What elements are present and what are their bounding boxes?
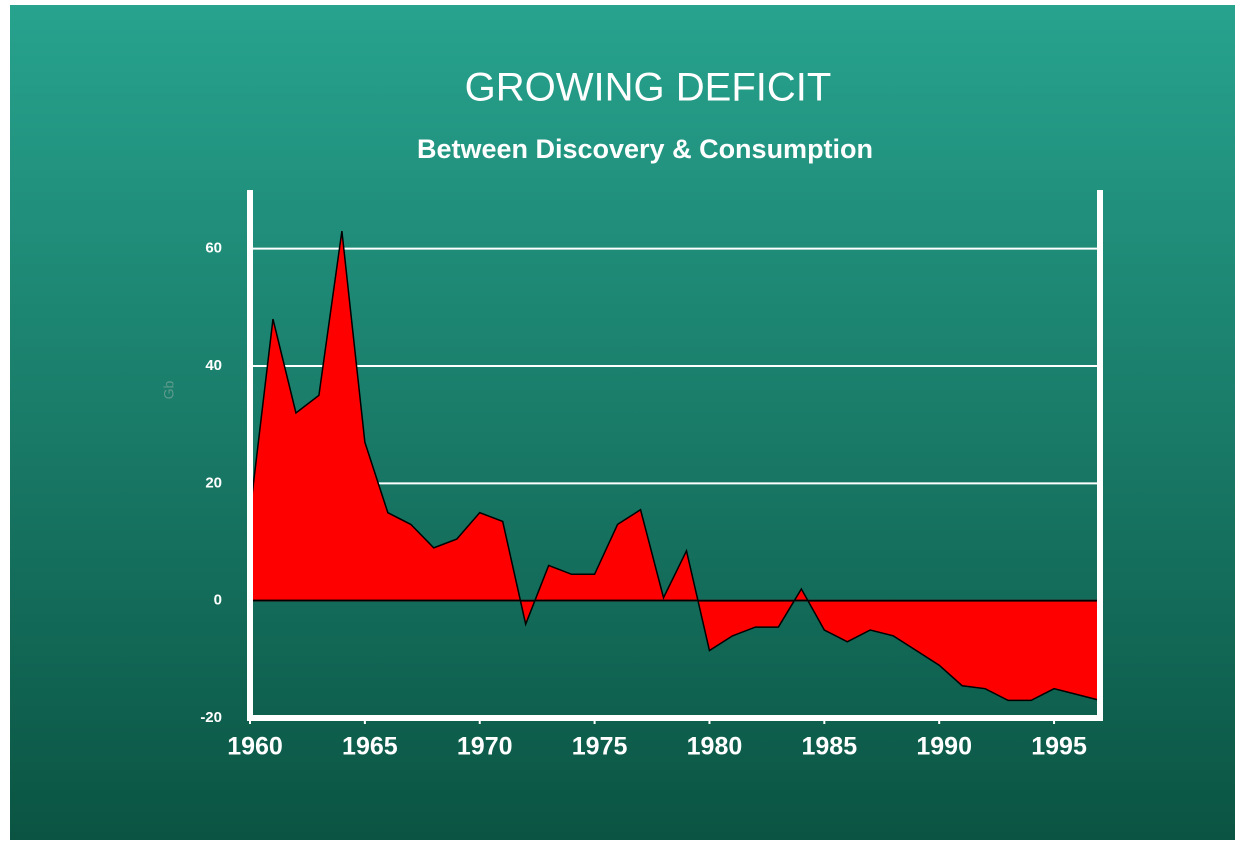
x-tick-label: 1975 [572, 733, 628, 761]
y-axis-label: Gb [161, 380, 177, 399]
y-tick-label: 20 [205, 474, 222, 491]
area [249, 230, 1101, 702]
x-tick-label: 1960 [227, 733, 283, 761]
chart-title: GROWING DEFICIT [465, 66, 832, 110]
x-tick-label: 1970 [457, 733, 513, 761]
background [10, 5, 1235, 840]
x-tick-label: 1980 [687, 733, 743, 761]
x-tick-label: 1965 [342, 733, 398, 761]
y-tick-label: -20 [200, 709, 222, 726]
y-tick-label: 40 [205, 357, 222, 374]
y-tick-label: 60 [205, 240, 222, 257]
chart-subtitle: Between Discovery & Consumption [417, 134, 873, 164]
x-tick-label: 1995 [1031, 733, 1087, 761]
y-tick-label: 0 [214, 592, 222, 609]
x-tick-label: 1990 [916, 733, 972, 761]
x-tick-label: 1985 [802, 733, 858, 761]
